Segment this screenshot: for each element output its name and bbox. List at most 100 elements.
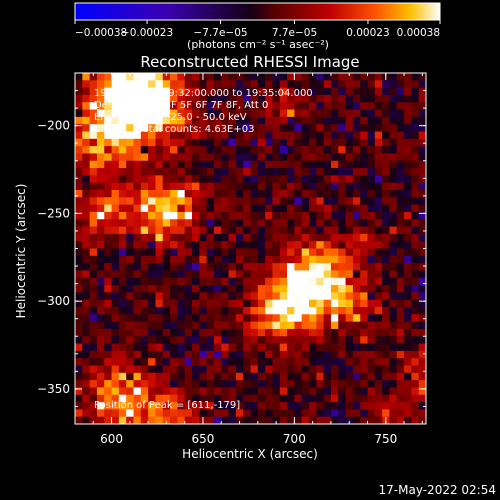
heatmap-cell — [89, 182, 98, 191]
heatmap-cell — [177, 241, 186, 249]
heatmap-cell — [140, 277, 149, 286]
heatmap-cell — [170, 263, 178, 271]
heatmap-cell — [316, 131, 325, 140]
heatmap-cell — [96, 182, 105, 191]
heatmap-cell — [411, 80, 420, 89]
heatmap-cell — [309, 277, 317, 286]
heatmap-cell — [206, 416, 215, 424]
heatmap-cell — [177, 387, 186, 396]
heatmap-cell — [382, 299, 390, 308]
heatmap-cell — [75, 87, 83, 96]
heatmap-cell — [118, 277, 127, 286]
heatmap-cell — [206, 175, 215, 184]
heatmap-cell — [243, 255, 251, 264]
heatmap-cell — [126, 116, 134, 125]
heatmap-cell — [126, 168, 134, 176]
heatmap-cell — [126, 372, 134, 381]
heatmap-cell — [367, 190, 376, 198]
heatmap-cell — [396, 402, 405, 410]
heatmap-cell — [140, 343, 149, 352]
heatmap-cell — [228, 372, 237, 381]
heatmap-cell — [206, 328, 215, 337]
heatmap-cell — [104, 402, 112, 410]
heatmap-cell — [199, 321, 208, 330]
heatmap-cell — [170, 270, 178, 279]
heatmap-cell — [177, 321, 186, 330]
heatmap-cell — [418, 116, 426, 125]
heatmap-cell — [338, 292, 346, 301]
heatmap-cell — [243, 321, 251, 330]
heatmap-cell — [111, 409, 120, 418]
heatmap-cell — [221, 124, 229, 132]
heatmap-cell — [345, 94, 354, 103]
heatmap-cell — [140, 358, 149, 366]
heatmap-cell — [75, 285, 83, 293]
heatmap-cell — [250, 307, 259, 315]
heatmap-cell — [235, 73, 244, 81]
heatmap-cell — [287, 358, 295, 366]
heatmap-cell — [118, 204, 127, 213]
heatmap-cell — [235, 402, 244, 410]
heatmap-cell — [118, 109, 127, 118]
heatmap-cell — [396, 343, 405, 352]
heatmap-cell — [228, 255, 237, 264]
heatmap-cell — [104, 80, 112, 89]
heatmap-cell — [404, 146, 412, 154]
heatmap-cell — [330, 94, 339, 103]
heatmap-cell — [389, 402, 398, 410]
heatmap-cell — [265, 241, 273, 249]
heatmap-cell — [338, 146, 346, 154]
heatmap-cell — [272, 380, 281, 388]
heatmap-cell — [170, 94, 178, 103]
heatmap-cell — [206, 116, 215, 125]
heatmap-cell — [177, 226, 186, 235]
heatmap-cell — [382, 182, 390, 191]
heatmap-cell — [199, 197, 208, 206]
heatmap-cell — [228, 219, 237, 227]
heatmap-cell — [221, 109, 229, 118]
heatmap-cell — [170, 394, 178, 403]
heatmap-cell — [118, 372, 127, 381]
heatmap-cell — [374, 219, 383, 227]
heatmap-cell — [206, 204, 215, 213]
heatmap-cell — [272, 116, 281, 125]
heatmap-cell — [184, 190, 193, 198]
heatmap-cell — [184, 358, 193, 366]
heatmap-cell — [111, 80, 120, 89]
heatmap-cell — [352, 102, 361, 110]
heatmap-cell — [104, 73, 112, 81]
heatmap-cell — [352, 190, 361, 198]
heatmap-cell — [411, 321, 420, 330]
heatmap-cell — [82, 328, 91, 337]
heatmap-cell — [162, 314, 171, 323]
heatmap-cell — [338, 394, 346, 403]
heatmap-cell — [221, 204, 229, 213]
heatmap-cell — [213, 146, 222, 154]
heatmap-cell — [279, 211, 288, 220]
heatmap-cell — [338, 168, 346, 176]
heatmap-cell — [287, 87, 295, 96]
heatmap-cell — [111, 387, 120, 396]
heatmap-cell — [89, 380, 98, 388]
heatmap-cell — [411, 387, 420, 396]
heatmap-cell — [104, 299, 112, 308]
heatmap-cell — [228, 109, 237, 118]
heatmap-cell — [206, 350, 215, 359]
heatmap-cell — [309, 241, 317, 249]
heatmap-cell — [338, 190, 346, 198]
heatmap-cell — [272, 365, 281, 374]
heatmap-cell — [126, 299, 134, 308]
heatmap-cell — [82, 204, 91, 213]
heatmap-cell — [104, 102, 112, 110]
heatmap-cell — [140, 94, 149, 103]
heatmap-cell — [133, 87, 142, 96]
heatmap-cell — [418, 102, 426, 110]
heatmap-cell — [213, 372, 222, 381]
heatmap-cell — [301, 263, 310, 271]
heatmap-cell — [192, 146, 200, 154]
heatmap-cell — [330, 277, 339, 286]
heatmap-cell — [118, 146, 127, 154]
heatmap-cell — [382, 109, 390, 118]
heatmap-cell — [75, 292, 83, 301]
heatmap-cell — [199, 409, 208, 418]
